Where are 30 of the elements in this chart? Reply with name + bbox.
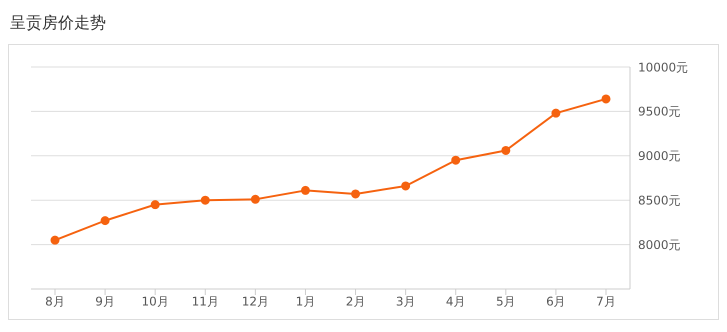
y-tick-label: 9000元 (638, 149, 681, 164)
point (602, 94, 610, 104)
x-tick-label: 4月 (446, 294, 466, 309)
point (300, 186, 310, 195)
point (50, 236, 60, 245)
x-tick-label: 1月 (296, 294, 316, 309)
y-tick-label: 9500元 (638, 104, 681, 119)
x-tick-label: 12月 (242, 294, 270, 309)
chart-title: 呈贡房价走势 (9, 12, 107, 34)
point (451, 156, 460, 165)
point (551, 108, 560, 118)
x-tick-label: 2月 (346, 294, 366, 309)
y-tick-label: 8500元 (638, 193, 681, 208)
y-tick-label: 8000元 (638, 238, 681, 252)
x-tick-label: 6月 (546, 294, 566, 309)
point (351, 189, 360, 198)
point (501, 146, 510, 155)
x-tick-label: 11月 (192, 294, 219, 309)
x-tick-label: 9月 (95, 294, 115, 309)
x-tick-label: 10月 (142, 294, 169, 309)
x-tick-label: 3月 (396, 294, 416, 309)
y-tick-label: 10000元 (638, 60, 688, 74)
point (150, 200, 160, 210)
x-tick-label: 8月 (45, 294, 65, 309)
point (100, 216, 110, 226)
x-tick-label: 7月 (596, 294, 616, 309)
point (250, 194, 260, 204)
point (401, 181, 410, 190)
x-tick-label: 5月 (496, 294, 516, 309)
point (200, 196, 210, 205)
